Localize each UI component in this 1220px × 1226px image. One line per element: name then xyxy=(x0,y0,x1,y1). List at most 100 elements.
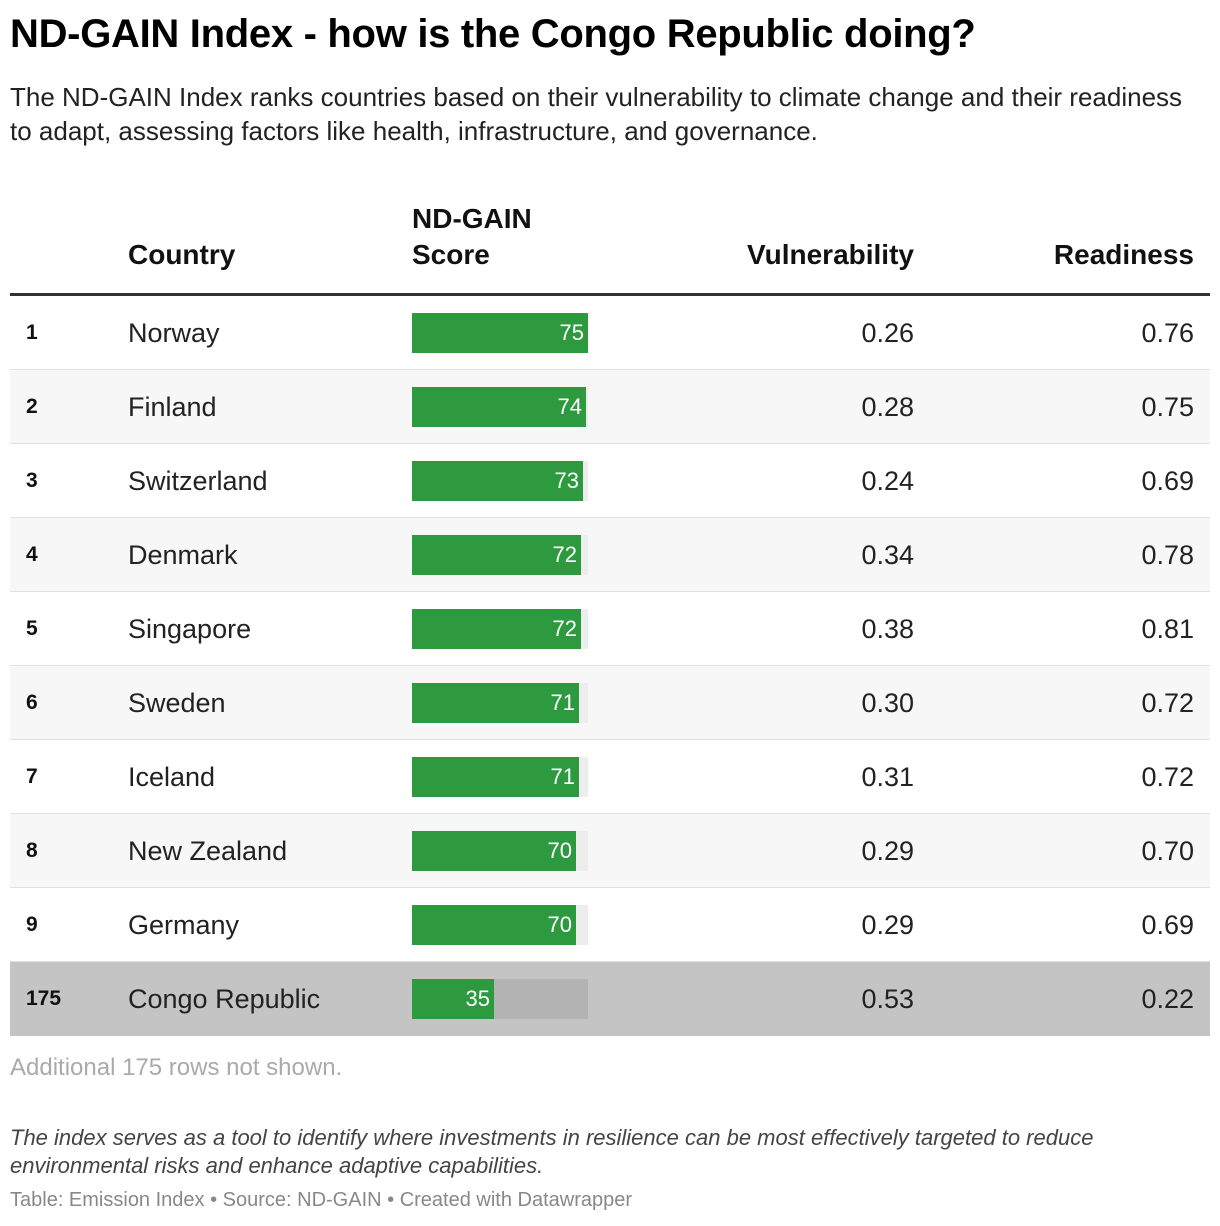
score-bar-track: 72 xyxy=(412,535,588,575)
country-cell: Congo Republic xyxy=(128,983,321,1014)
country-cell: Iceland xyxy=(128,761,216,792)
vulnerability-cell: 0.29 xyxy=(861,909,914,940)
table-row: 7 Iceland 71 0.31 0.72 xyxy=(10,740,1210,814)
score-bar-track: 74 xyxy=(412,387,588,427)
rank-cell: 175 xyxy=(26,987,62,1010)
table-body: 1 Norway 75 0.26 0.76 2 Finland 74 0.28 0.75 3 Swit… xyxy=(10,296,1210,1036)
table-row: 1 Norway 75 0.26 0.76 xyxy=(10,296,1210,370)
vulnerability-cell: 0.24 xyxy=(861,465,914,496)
vulnerability-cell: 0.38 xyxy=(861,613,914,644)
score-bar xyxy=(412,683,579,723)
score-cell: 72 xyxy=(412,518,588,592)
score-label: 71 xyxy=(550,690,575,715)
country-cell: Finland xyxy=(128,391,217,422)
table-row: 3 Switzerland 73 0.24 0.69 xyxy=(10,444,1210,518)
table-header: Country ND-GAIN Score Vulnerability Read… xyxy=(10,200,1210,296)
rank-cell: 8 xyxy=(26,839,38,862)
data-table: Country ND-GAIN Score Vulnerability Read… xyxy=(10,200,1210,1036)
vulnerability-cell: 0.29 xyxy=(861,835,914,866)
score-bar-track: 71 xyxy=(412,757,588,797)
score-cell: 35 xyxy=(412,962,588,1036)
readiness-cell: 0.78 xyxy=(1141,539,1194,570)
score-bar xyxy=(412,313,588,353)
country-cell: Denmark xyxy=(128,539,238,570)
score-label: 72 xyxy=(552,542,577,567)
score-cell: 72 xyxy=(412,592,588,666)
vulnerability-cell: 0.26 xyxy=(861,317,914,348)
score-cell: 74 xyxy=(412,370,588,444)
score-bar xyxy=(412,461,583,501)
table-footer: Table: Emission Index • Source: ND-GAIN … xyxy=(10,1189,633,1211)
rank-cell: 4 xyxy=(26,543,38,566)
score-bar-track: 73 xyxy=(412,461,588,501)
rank-cell: 7 xyxy=(26,765,38,788)
table-row: 8 New Zealand 70 0.29 0.70 xyxy=(10,814,1210,888)
column-header-vulnerability[interactable]: Vulnerability xyxy=(746,239,914,270)
score-label: 71 xyxy=(550,764,575,789)
score-bar xyxy=(412,609,581,649)
score-bar-track: 75 xyxy=(412,313,588,353)
score-bar-track: 35 xyxy=(412,979,588,1019)
table-notes: The index serves as a tool to identify w… xyxy=(10,1125,1094,1178)
readiness-cell: 0.69 xyxy=(1141,465,1194,496)
table-row: 2 Finland 74 0.28 0.75 xyxy=(10,370,1210,444)
country-cell: Singapore xyxy=(128,613,252,644)
chart-title: ND-GAIN Index - how is the Congo Republi… xyxy=(10,12,976,56)
country-cell: Switzerland xyxy=(128,465,268,496)
more-rows-note: Additional 175 rows not shown. xyxy=(10,1054,343,1081)
score-bar xyxy=(412,979,494,1019)
score-label: 73 xyxy=(554,468,579,493)
score-label: 74 xyxy=(557,394,582,419)
vulnerability-cell: 0.53 xyxy=(861,983,914,1014)
score-bar-track: 70 xyxy=(412,905,588,945)
vulnerability-cell: 0.30 xyxy=(861,687,914,718)
score-cell: 70 xyxy=(412,888,588,962)
score-bar xyxy=(412,905,576,945)
column-header-readiness[interactable]: Readiness xyxy=(1053,239,1194,270)
column-header-score[interactable]: ND-GAIN Score xyxy=(412,203,532,270)
readiness-cell: 0.76 xyxy=(1141,317,1194,348)
table-row: 6 Sweden 71 0.30 0.72 xyxy=(10,666,1210,740)
country-cell: New Zealand xyxy=(128,835,288,866)
table-row: 4 Denmark 72 0.34 0.78 xyxy=(10,518,1210,592)
vulnerability-cell: 0.28 xyxy=(861,391,914,422)
rank-cell: 1 xyxy=(26,321,38,344)
score-bar xyxy=(412,535,581,575)
score-bar xyxy=(412,387,586,427)
score-bar-track: 70 xyxy=(412,831,588,871)
country-cell: Germany xyxy=(128,909,240,940)
rank-cell: 3 xyxy=(26,469,38,492)
score-label: 72 xyxy=(552,616,577,641)
rank-cell: 6 xyxy=(26,691,38,714)
score-label: 70 xyxy=(547,912,572,937)
score-cell: 71 xyxy=(412,740,588,814)
vulnerability-cell: 0.34 xyxy=(861,539,914,570)
rank-cell: 2 xyxy=(26,395,38,418)
rank-cell: 5 xyxy=(26,617,38,640)
column-header-country[interactable]: Country xyxy=(128,239,236,270)
readiness-cell: 0.81 xyxy=(1141,613,1194,644)
score-cell: 70 xyxy=(412,814,588,888)
readiness-cell: 0.72 xyxy=(1141,761,1194,792)
score-cell: 73 xyxy=(412,444,588,518)
readiness-cell: 0.72 xyxy=(1141,687,1194,718)
score-cell: 75 xyxy=(412,296,588,370)
table-row: 5 Singapore 72 0.38 0.81 xyxy=(10,592,1210,666)
table-row: 175 Congo Republic 35 0.53 0.22 xyxy=(10,962,1210,1036)
readiness-cell: 0.69 xyxy=(1141,909,1194,940)
country-cell: Norway xyxy=(128,317,220,348)
score-label: 70 xyxy=(547,838,572,863)
score-cell: 71 xyxy=(412,666,588,740)
chart-subtitle: The ND-GAIN Index ranks countries based … xyxy=(10,82,1183,146)
score-label: 35 xyxy=(465,986,490,1011)
score-bar xyxy=(412,757,579,797)
score-bar-track: 72 xyxy=(412,609,588,649)
readiness-cell: 0.22 xyxy=(1141,983,1194,1014)
country-cell: Sweden xyxy=(128,687,226,718)
vulnerability-cell: 0.31 xyxy=(861,761,914,792)
score-bar-track: 71 xyxy=(412,683,588,723)
score-bar xyxy=(412,831,576,871)
rank-cell: 9 xyxy=(26,913,38,936)
readiness-cell: 0.75 xyxy=(1141,391,1194,422)
readiness-cell: 0.70 xyxy=(1141,835,1194,866)
